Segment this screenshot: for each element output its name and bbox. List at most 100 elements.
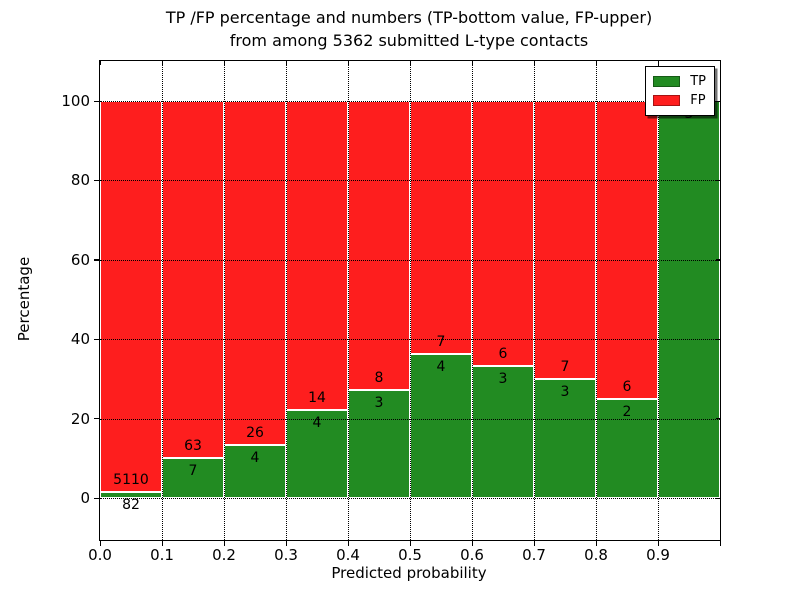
bar-count-label-tp: 3	[498, 370, 508, 387]
x-tick-mark-inner	[719, 61, 721, 65]
legend-row-tp: TP	[653, 72, 706, 91]
x-tick-mark	[533, 540, 535, 546]
y-tick-mark-inner	[716, 100, 720, 102]
bar-tp-segment	[162, 458, 224, 498]
bar-count-label-tp: 4	[250, 450, 260, 467]
y-tick-label: 20	[70, 409, 90, 428]
vertical-gridline	[596, 61, 597, 540]
x-tick-mark-inner	[347, 61, 349, 65]
x-tick-mark	[409, 540, 411, 546]
bar-count-label-fp: 14	[308, 389, 326, 406]
x-tick-mark-inner	[223, 61, 225, 65]
x-tick-mark	[347, 540, 349, 546]
plot-area: TP FP 0 20 40 60 80 100 0.0 0.1 0.2 0.3 0.4 0.5 0.6 0…	[61, 60, 721, 564]
x-tick-mark	[657, 540, 659, 546]
bar-fp-segment	[162, 101, 224, 459]
legend-box: TP FP	[645, 66, 715, 116]
y-tick-mark	[94, 259, 100, 261]
x-tick-mark-inner	[161, 61, 163, 65]
y-tick-label: 80	[70, 171, 90, 190]
bar-count-label-fp: 7	[560, 358, 570, 375]
x-tick-mark	[285, 540, 287, 546]
x-tick-mark	[161, 540, 163, 546]
x-tick-label: 0.7	[522, 546, 546, 564]
y-tick-mark-inner	[716, 497, 720, 499]
bar-count-label-fp: 6	[498, 345, 508, 362]
x-tick-mark	[223, 540, 225, 546]
bar-count-label-tp: 3	[560, 383, 570, 400]
bar-count-label-fp: 8	[374, 369, 384, 386]
y-tick-label: 0	[80, 489, 90, 507]
x-tick-mark	[719, 540, 721, 546]
bar-tp-segment	[534, 378, 596, 498]
x-tick-label: 0.0	[88, 546, 112, 564]
bar-fp-segment	[472, 101, 534, 366]
x-tick-mark-inner	[595, 61, 597, 65]
y-tick-mark-inner	[716, 418, 720, 420]
y-axis-label: Percentage	[15, 256, 33, 342]
x-tick-mark-inner	[657, 61, 659, 65]
vertical-gridline	[410, 61, 411, 540]
y-tick-mark	[94, 497, 100, 499]
bar-count-label-tp: 3	[374, 394, 384, 411]
bar-tp-segment	[286, 409, 348, 498]
bar-tp-segment	[596, 398, 658, 498]
y-tick-label: 40	[70, 330, 90, 349]
x-tick-label: 0.3	[274, 546, 298, 564]
x-axis-label: Predicted probability	[331, 564, 487, 582]
vertical-gridline	[658, 61, 659, 540]
legend-row-fp: FP	[653, 91, 706, 110]
x-tick-label: 0.5	[398, 546, 422, 564]
chart-title: TP /FP percentage and numbers (TP-bottom…	[99, 6, 719, 52]
bar-fp-segment	[596, 101, 658, 399]
fp-legend-swatch	[653, 95, 681, 106]
bar-tp-segment	[348, 389, 410, 498]
bar-fp-segment	[100, 101, 162, 492]
fp-legend-label: FP	[690, 93, 706, 108]
x-tick-mark-inner	[285, 61, 287, 65]
bar-fp-segment	[348, 101, 410, 390]
x-tick-mark	[471, 540, 473, 546]
tp-legend-swatch	[653, 76, 681, 87]
bar-tp-segment	[658, 101, 720, 498]
x-tick-label: 0.2	[212, 546, 236, 564]
bar-count-label-tp: 2	[622, 403, 632, 420]
tp-legend-label: TP	[690, 74, 706, 89]
bar-count-label-tp: 82	[122, 496, 140, 513]
bar-fp-segment	[224, 101, 286, 446]
y-tick-label: 60	[70, 250, 90, 269]
bar-count-label-tp: 7	[188, 463, 198, 480]
bar-count-label-tp: 4	[436, 358, 446, 375]
y-tick-mark-inner	[716, 338, 720, 340]
y-tick-mark	[94, 418, 100, 420]
bar-fp-segment	[534, 101, 596, 379]
y-tick-mark-inner	[716, 259, 720, 261]
x-tick-mark-inner	[533, 61, 535, 65]
y-tick-label: 100	[61, 92, 90, 110]
x-tick-mark-inner	[409, 61, 411, 65]
vertical-gridline	[348, 61, 349, 540]
chart-title-line1: TP /FP percentage and numbers (TP-bottom…	[165, 8, 653, 27]
bar-count-label-fp: 26	[246, 425, 264, 442]
x-tick-label: 0.6	[460, 546, 484, 564]
bar-count-label-tp: 4	[312, 414, 322, 431]
x-tick-mark-inner	[99, 61, 101, 65]
x-tick-label: 0.9	[646, 546, 670, 564]
y-tick-mark-inner	[716, 179, 720, 182]
bar-count-label-fp: 5110	[113, 471, 149, 488]
x-tick-label: 0.4	[336, 546, 360, 564]
bar-fp-segment	[410, 101, 472, 354]
bar-fp-segment	[286, 101, 348, 410]
chart-title-line2: from among 5362 submitted L-type contact…	[229, 31, 589, 50]
x-tick-mark	[595, 540, 597, 546]
y-tick-mark	[94, 338, 100, 340]
y-tick-mark	[94, 100, 100, 102]
bar-count-label-fp: 63	[184, 438, 202, 455]
bar-tp-segment	[100, 491, 162, 498]
vertical-gridline	[162, 61, 163, 540]
x-tick-mark	[99, 540, 101, 546]
vertical-gridline	[224, 61, 225, 540]
bar-tp-segment	[410, 353, 472, 498]
vertical-gridline	[534, 61, 535, 540]
